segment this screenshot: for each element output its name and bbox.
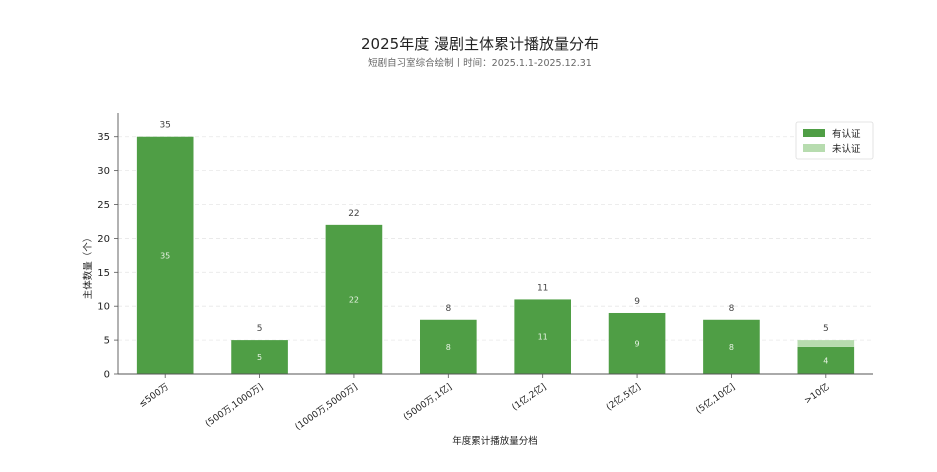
- x-tick-label: (1000万,5000万]: [294, 382, 360, 432]
- legend-swatch: [803, 129, 825, 137]
- bar-total-label: 35: [159, 121, 170, 131]
- bar-certified: [608, 312, 666, 374]
- bar-certified: [420, 319, 477, 374]
- bar-inner-label: 8: [446, 343, 451, 352]
- bar-certified: [797, 346, 855, 374]
- y-tick-label: 30: [97, 166, 110, 177]
- bar-total-label: 5: [823, 324, 829, 334]
- legend-label: 未认证: [832, 143, 861, 155]
- legend-label: 有认证: [832, 128, 861, 140]
- bar-inner-label: 35: [160, 251, 170, 260]
- bar-uncertified: [797, 340, 855, 347]
- bar-inner-label: 11: [538, 333, 548, 342]
- bar-certified: [231, 340, 288, 374]
- y-tick-label: 5: [104, 336, 110, 347]
- bar-total-label: 5: [257, 324, 263, 334]
- bar-certified: [136, 136, 194, 374]
- x-tick-label: (5000万,1亿]: [401, 381, 454, 423]
- y-tick-label: 20: [97, 234, 110, 245]
- x-tick-label: (2亿,5亿]: [604, 381, 643, 413]
- bar-total-label: 11: [537, 283, 548, 293]
- x-axis-label: 年度累计播放量分档: [452, 435, 538, 447]
- gridlines: [118, 136, 873, 341]
- y-tick-label: 35: [97, 132, 110, 143]
- y-tick-label: 15: [97, 268, 110, 279]
- bar-certified: [703, 319, 760, 374]
- x-tick-label: ≤500万: [138, 382, 171, 410]
- bar-total-label: 8: [445, 304, 451, 314]
- bar-inner-label: 4: [823, 356, 828, 365]
- bar-inner-label: 5: [257, 353, 262, 362]
- x-tick-label: >10亿: [802, 381, 832, 407]
- bar-total-label: 9: [634, 297, 640, 307]
- bar-total-label: 22: [348, 209, 359, 219]
- bar-total-label: 8: [729, 304, 735, 314]
- chart-subtitle: 短剧自习室综合绘制丨时间：2025.1.1-2025.12.31: [368, 57, 592, 69]
- y-tick-label: 10: [97, 302, 110, 313]
- y-tick-label: 25: [97, 200, 110, 211]
- bar-inner-label: 8: [729, 343, 734, 352]
- x-tick-label: (1亿,2亿]: [509, 381, 548, 413]
- legend-swatch: [803, 144, 825, 152]
- bar-inner-label: 9: [635, 339, 640, 348]
- x-tick-label: (500万,1000万]: [204, 382, 265, 429]
- bar-inner-label: 22: [349, 295, 359, 304]
- axes: 0 5 10 15 20 25 30 35 ≤500万 (500万,1000万] (1000万,50…: [97, 113, 873, 433]
- y-tick-label: 0: [104, 370, 110, 381]
- bar-certified: [514, 299, 571, 374]
- bars-layer: [136, 136, 855, 374]
- x-tick-label: (5亿,10亿]: [693, 381, 737, 417]
- labels-layer: 35 35 5 5 22 22 8 8 11 11 9 9 8 8 4 5: [159, 121, 828, 366]
- chart-title: 2025年度 漫剧主体累计播放量分布: [361, 35, 599, 53]
- y-axis-label: 主体数量（个）: [82, 233, 94, 300]
- bar-certified: [325, 224, 383, 374]
